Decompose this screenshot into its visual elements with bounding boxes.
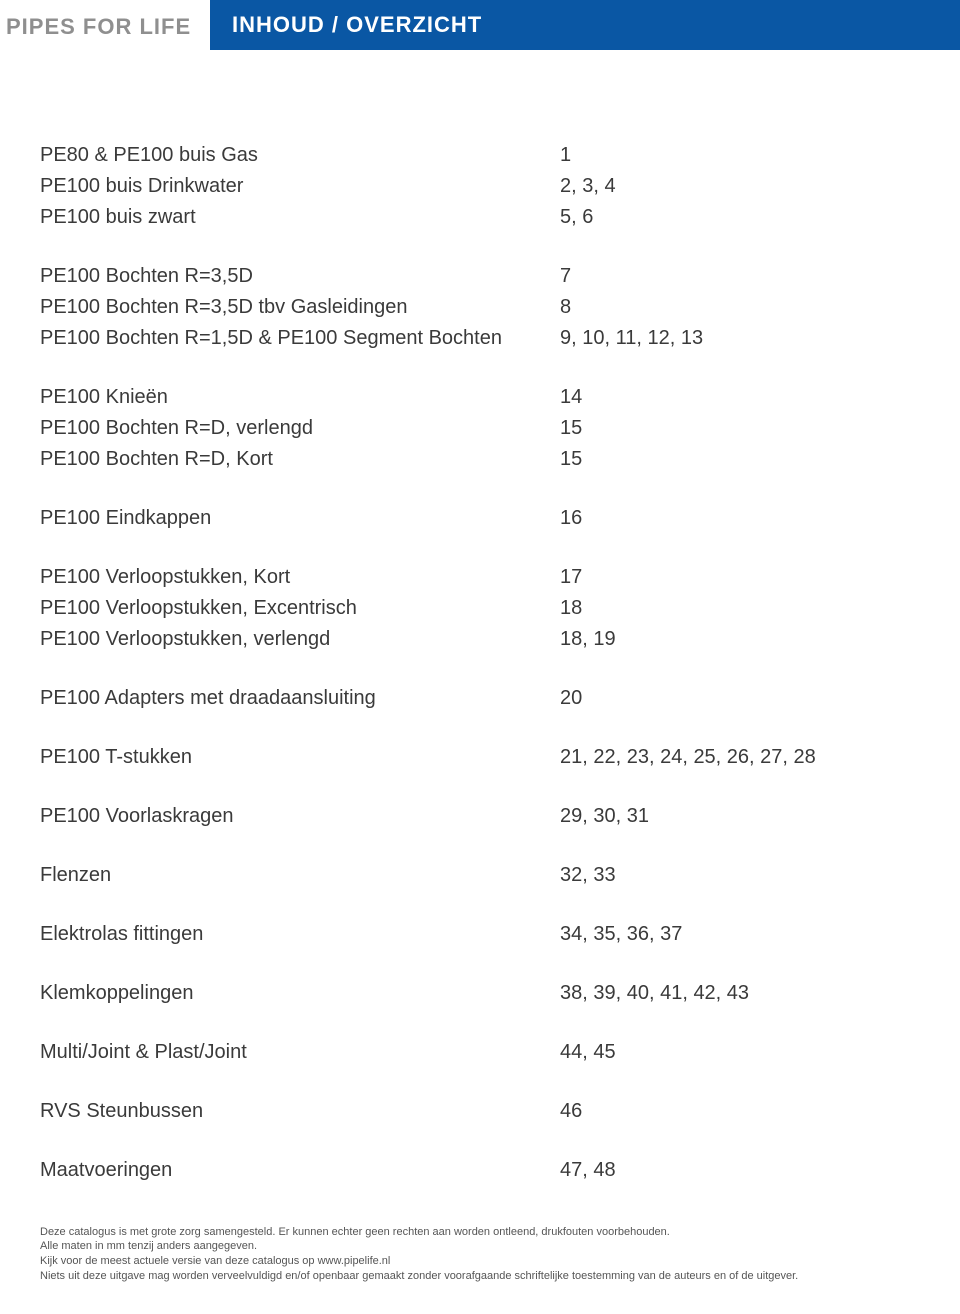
toc-group: RVS Steunbussen46 — [40, 1096, 920, 1127]
toc-row: Flenzen32, 33 — [40, 860, 920, 891]
toc-label: PE100 Bochten R=3,5D tbv Gasleidingen — [40, 292, 560, 323]
toc-row: PE100 Bochten R=D, verlengd15 — [40, 413, 920, 444]
toc-row: PE100 Verloopstukken, Kort17 — [40, 562, 920, 593]
toc-pages: 46 — [560, 1096, 920, 1127]
toc-label: PE100 buis zwart — [40, 202, 560, 233]
toc-row: PE100 Verloopstukken, verlengd18, 19 — [40, 624, 920, 655]
toc-pages: 20 — [560, 683, 920, 714]
toc-pages: 16 — [560, 503, 920, 534]
toc-pages: 1 — [560, 140, 920, 171]
toc-label: RVS Steunbussen — [40, 1096, 560, 1127]
toc-label: PE100 Knieën — [40, 382, 560, 413]
toc-pages: 21, 22, 23, 24, 25, 26, 27, 28 — [560, 742, 920, 773]
toc-pages: 9, 10, 11, 12, 13 — [560, 323, 920, 354]
toc-group: PE100 Verloopstukken, Kort17PE100 Verloo… — [40, 562, 920, 655]
footer-line: Alle maten in mm tenzij anders aangegeve… — [40, 1239, 920, 1254]
toc-row: PE100 buis zwart5, 6 — [40, 202, 920, 233]
toc-pages: 2, 3, 4 — [560, 171, 920, 202]
toc-row: PE100 buis Drinkwater2, 3, 4 — [40, 171, 920, 202]
toc-pages: 18 — [560, 593, 920, 624]
footer-line: Kijk voor de meest actuele versie van de… — [40, 1254, 920, 1269]
toc-row: PE100 Bochten R=3,5D7 — [40, 261, 920, 292]
toc-row: RVS Steunbussen46 — [40, 1096, 920, 1127]
toc-pages: 8 — [560, 292, 920, 323]
toc-pages: 14 — [560, 382, 920, 413]
toc-label: PE100 buis Drinkwater — [40, 171, 560, 202]
toc-group: Maatvoeringen47, 48 — [40, 1155, 920, 1186]
toc-label: PE100 Adapters met draadaansluiting — [40, 683, 560, 714]
toc-group: PE100 Eindkappen16 — [40, 503, 920, 534]
toc-group: Flenzen32, 33 — [40, 860, 920, 891]
toc-label: Maatvoeringen — [40, 1155, 560, 1186]
toc-row: Maatvoeringen47, 48 — [40, 1155, 920, 1186]
toc-label: PE100 Bochten R=D, verlengd — [40, 413, 560, 444]
toc-row: PE100 Voorlaskragen29, 30, 31 — [40, 801, 920, 832]
toc-pages: 38, 39, 40, 41, 42, 43 — [560, 978, 920, 1009]
footer-line: Deze catalogus is met grote zorg samenge… — [40, 1225, 920, 1240]
toc-row: PE100 Verloopstukken, Excentrisch18 — [40, 593, 920, 624]
footer-line: Niets uit deze uitgave mag worden vervee… — [40, 1269, 920, 1284]
toc-label: Multi/Joint & Plast/Joint — [40, 1037, 560, 1068]
toc-label: PE100 Bochten R=1,5D & PE100 Segment Boc… — [40, 323, 560, 354]
toc-group: PE100 Adapters met draadaansluiting20 — [40, 683, 920, 714]
toc-pages: 29, 30, 31 — [560, 801, 920, 832]
toc-group: Elektrolas fittingen34, 35, 36, 37 — [40, 919, 920, 950]
page-header: PIPES FOR LIFE INHOUD / OVERZICHT — [0, 0, 960, 50]
toc-label: PE100 T-stukken — [40, 742, 560, 773]
toc-row: Klemkoppelingen38, 39, 40, 41, 42, 43 — [40, 978, 920, 1009]
toc-group: PE80 & PE100 buis Gas1PE100 buis Drinkwa… — [40, 140, 920, 233]
toc-label: PE100 Bochten R=D, Kort — [40, 444, 560, 475]
toc-group: Multi/Joint & Plast/Joint44, 45 — [40, 1037, 920, 1068]
toc-label: PE100 Voorlaskragen — [40, 801, 560, 832]
toc-row: PE100 Bochten R=1,5D & PE100 Segment Boc… — [40, 323, 920, 354]
toc-pages: 47, 48 — [560, 1155, 920, 1186]
toc-pages: 5, 6 — [560, 202, 920, 233]
toc-row: Elektrolas fittingen34, 35, 36, 37 — [40, 919, 920, 950]
toc-row: PE80 & PE100 buis Gas1 — [40, 140, 920, 171]
toc-row: PE100 Bochten R=3,5D tbv Gasleidingen8 — [40, 292, 920, 323]
brand-text: PIPES FOR LIFE — [0, 0, 210, 40]
toc-label: Elektrolas fittingen — [40, 919, 560, 950]
toc-group: PE100 Knieën14PE100 Bochten R=D, verleng… — [40, 382, 920, 475]
toc-label: PE100 Verloopstukken, verlengd — [40, 624, 560, 655]
toc-pages: 7 — [560, 261, 920, 292]
toc-label: PE100 Verloopstukken, Kort — [40, 562, 560, 593]
toc-pages: 15 — [560, 444, 920, 475]
toc-row: PE100 Knieën14 — [40, 382, 920, 413]
toc-row: PE100 Adapters met draadaansluiting20 — [40, 683, 920, 714]
toc-label: Flenzen — [40, 860, 560, 891]
toc-label: Klemkoppelingen — [40, 978, 560, 1009]
table-of-contents: PE80 & PE100 buis Gas1PE100 buis Drinkwa… — [40, 140, 920, 1186]
toc-label: PE80 & PE100 buis Gas — [40, 140, 560, 171]
toc-pages: 15 — [560, 413, 920, 444]
toc-row: PE100 Eindkappen16 — [40, 503, 920, 534]
toc-row: PE100 T-stukken21, 22, 23, 24, 25, 26, 2… — [40, 742, 920, 773]
toc-row: Multi/Joint & Plast/Joint44, 45 — [40, 1037, 920, 1068]
toc-row: PE100 Bochten R=D, Kort15 — [40, 444, 920, 475]
toc-group: PE100 Bochten R=3,5D7PE100 Bochten R=3,5… — [40, 261, 920, 354]
toc-group: Klemkoppelingen38, 39, 40, 41, 42, 43 — [40, 978, 920, 1009]
toc-group: PE100 Voorlaskragen29, 30, 31 — [40, 801, 920, 832]
toc-pages: 34, 35, 36, 37 — [560, 919, 920, 950]
toc-label: PE100 Verloopstukken, Excentrisch — [40, 593, 560, 624]
toc-pages: 18, 19 — [560, 624, 920, 655]
toc-pages: 32, 33 — [560, 860, 920, 891]
toc-pages: 44, 45 — [560, 1037, 920, 1068]
toc-pages: 17 — [560, 562, 920, 593]
footer-notes: Deze catalogus is met grote zorg samenge… — [40, 1225, 920, 1284]
page-title: INHOUD / OVERZICHT — [210, 0, 960, 50]
toc-label: PE100 Bochten R=3,5D — [40, 261, 560, 292]
toc-group: PE100 T-stukken21, 22, 23, 24, 25, 26, 2… — [40, 742, 920, 773]
toc-label: PE100 Eindkappen — [40, 503, 560, 534]
